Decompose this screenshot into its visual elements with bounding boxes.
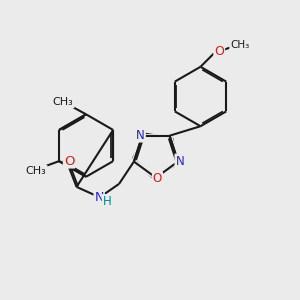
Text: O: O (64, 154, 74, 167)
Text: CH₃: CH₃ (230, 40, 249, 50)
Text: N: N (94, 191, 104, 204)
Text: CH₃: CH₃ (26, 166, 46, 176)
Text: O: O (153, 172, 162, 185)
Text: CH₃: CH₃ (53, 98, 74, 107)
Text: H: H (103, 195, 112, 208)
Text: O: O (214, 44, 224, 58)
Text: N: N (136, 129, 145, 142)
Text: N: N (176, 154, 184, 167)
